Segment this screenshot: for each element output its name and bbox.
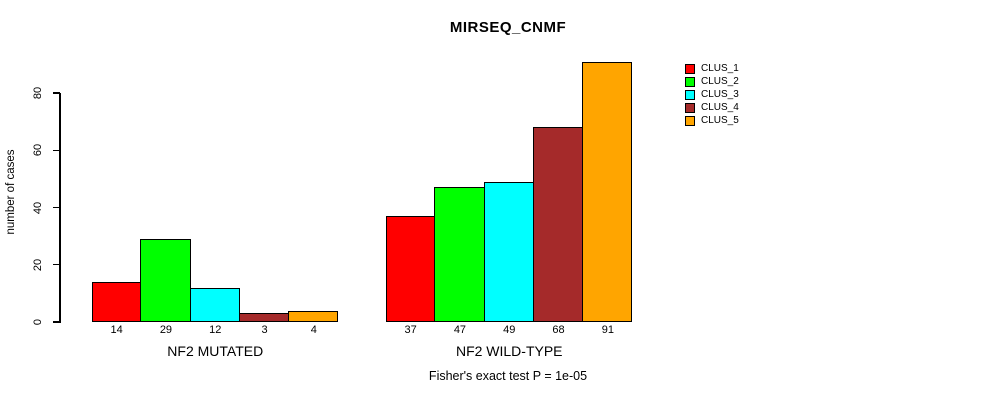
legend-item: CLUS_3 bbox=[685, 90, 739, 100]
legend-label: CLUS_3 bbox=[701, 89, 739, 100]
group-label: NF2 MUTATED bbox=[167, 343, 264, 359]
bar-value-label: 29 bbox=[159, 324, 173, 336]
fisher-test-annotation: Fisher's exact test P = 1e-05 bbox=[428, 369, 588, 383]
y-tick-label: 40 bbox=[32, 201, 44, 214]
y-tick-mark bbox=[53, 321, 60, 323]
legend-swatch-clus_4 bbox=[685, 103, 695, 113]
bar-clus_1 bbox=[92, 281, 142, 322]
chart-title: MIRSEQ_CNMF bbox=[449, 19, 567, 36]
bar-value-label: 68 bbox=[552, 324, 565, 336]
y-tick-label: 20 bbox=[32, 258, 44, 271]
bar-clus_2 bbox=[140, 238, 191, 322]
bar-clus_5 bbox=[582, 61, 633, 322]
y-tick-label: 60 bbox=[32, 144, 44, 157]
legend-swatch-clus_3 bbox=[685, 90, 695, 100]
bar-clus_4 bbox=[238, 313, 290, 322]
bar-value-label: 3 bbox=[261, 324, 268, 336]
legend-swatch-clus_1 bbox=[685, 64, 695, 74]
legend-label: CLUS_4 bbox=[701, 102, 739, 113]
legend-swatch-clus_2 bbox=[685, 77, 695, 87]
legend-item: CLUS_2 bbox=[685, 77, 739, 87]
y-tick-mark bbox=[53, 264, 60, 266]
y-axis-title: number of cases bbox=[5, 149, 17, 235]
bar-value-label: 37 bbox=[404, 324, 417, 336]
legend-label: CLUS_2 bbox=[701, 76, 739, 87]
bar-value-label: 4 bbox=[310, 324, 317, 336]
bar-value-label: 12 bbox=[209, 324, 222, 336]
bar-value-label: 47 bbox=[453, 324, 467, 336]
bar-clus_3 bbox=[189, 287, 240, 322]
y-tick-mark bbox=[53, 149, 60, 151]
bar-clus_4 bbox=[532, 127, 584, 322]
bar-value-label: 91 bbox=[601, 324, 614, 336]
bar-clus_1 bbox=[386, 216, 436, 322]
legend-label: CLUS_5 bbox=[701, 115, 739, 126]
legend-item: CLUS_5 bbox=[685, 116, 739, 126]
legend-item: CLUS_1 bbox=[685, 64, 739, 74]
bar-value-label: 49 bbox=[503, 324, 516, 336]
y-tick-mark bbox=[53, 92, 60, 94]
legend-label: CLUS_1 bbox=[701, 63, 739, 74]
legend-item: CLUS_4 bbox=[685, 103, 739, 113]
y-tick-label: 80 bbox=[32, 86, 44, 100]
legend-swatch-clus_5 bbox=[685, 116, 695, 126]
bar-value-label: 14 bbox=[110, 324, 123, 336]
y-tick-mark bbox=[53, 206, 60, 209]
y-tick-label: 0 bbox=[32, 318, 44, 326]
bar-clus_3 bbox=[483, 181, 534, 322]
group-label: NF2 WILD-TYPE bbox=[455, 343, 563, 359]
bar-clus_2 bbox=[434, 187, 485, 322]
bar-clus_5 bbox=[288, 310, 339, 322]
